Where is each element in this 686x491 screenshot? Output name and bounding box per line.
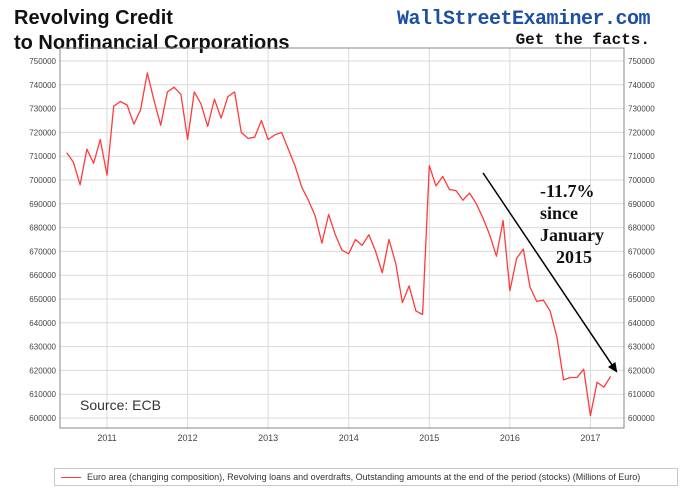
y-tick-label-right: 690000 <box>628 200 655 209</box>
y-tick-label: 690000 <box>29 200 56 209</box>
y-tick-label-right: 680000 <box>628 224 655 233</box>
y-tick-label: 740000 <box>29 81 56 90</box>
y-tick-label: 610000 <box>29 390 56 399</box>
y-tick-label: 720000 <box>29 128 56 137</box>
y-tick-label-right: 650000 <box>628 295 655 304</box>
legend-label: Euro area (changing composition), Revolv… <box>87 472 641 482</box>
y-tick-label: 630000 <box>29 343 56 352</box>
annotation-line-3: January <box>540 225 605 245</box>
y-tick-label-right: 710000 <box>628 152 655 161</box>
y-axis-right: 600000 610000 620000 630000 640000 650000 6600… <box>628 57 655 423</box>
y-tick-label-right: 620000 <box>628 366 655 375</box>
source-note: Source: ECB <box>80 397 161 413</box>
brand-logo: WallStreetExaminer.com Get the facts. <box>396 8 651 49</box>
trend-arrow <box>482 172 618 373</box>
y-tick-label: 710000 <box>29 152 56 161</box>
x-tick-label: 2011 <box>97 433 116 443</box>
series-line <box>66 72 612 417</box>
y-tick-label-right: 660000 <box>628 271 655 280</box>
plot-frame <box>59 47 625 429</box>
x-tick-label: 2012 <box>178 433 198 443</box>
y-tick-label-right: 610000 <box>628 390 655 399</box>
y-tick-label-right: 600000 <box>628 414 655 423</box>
y-tick-label-right: 640000 <box>628 319 655 328</box>
y-tick-label: 670000 <box>29 247 56 256</box>
annotation-line-4: 2015 <box>556 247 592 267</box>
series-group <box>66 72 612 417</box>
annotation-line-2: since <box>540 203 578 223</box>
y-tick-label-right: 630000 <box>628 343 655 352</box>
x-axis: 2011 2012 2013 2014 2015 2016 2017 <box>97 433 600 443</box>
y-tick-label: 600000 <box>29 414 56 423</box>
legend-swatch <box>61 476 81 478</box>
y-tick-label-right: 700000 <box>628 176 655 185</box>
y-tick-label: 680000 <box>29 224 56 233</box>
y-tick-label: 750000 <box>29 57 56 66</box>
annotation-line-1: -11.7% <box>540 181 595 201</box>
x-tick-label: 2015 <box>419 433 439 443</box>
brand-tagline: Get the facts. <box>515 31 650 49</box>
arrow-head <box>608 362 618 373</box>
x-tick-label: 2016 <box>500 433 520 443</box>
y-tick-label: 700000 <box>29 176 56 185</box>
arrow-shaft <box>482 172 614 368</box>
x-tick-label: 2013 <box>258 433 278 443</box>
change-annotation: -11.7% since January 2015 <box>540 180 630 268</box>
y-tick-label-right: 750000 <box>628 57 655 66</box>
y-tick-label-right: 670000 <box>628 247 655 256</box>
y-tick-label-right: 730000 <box>628 105 655 114</box>
x-tick-label: 2014 <box>339 433 359 443</box>
y-tick-label: 620000 <box>29 366 56 375</box>
x-tick-label: 2017 <box>580 433 600 443</box>
y-tick-label: 730000 <box>29 105 56 114</box>
title-line-1: Revolving Credit <box>14 7 173 29</box>
brand-name: WallStreetExaminer.com <box>396 8 651 31</box>
y-tick-label: 650000 <box>29 295 56 304</box>
y-tick-label-right: 720000 <box>628 128 655 137</box>
y-tick-label: 640000 <box>29 319 56 328</box>
legend: Euro area (changing composition), Revolv… <box>54 468 678 486</box>
y-tick-label: 660000 <box>29 271 56 280</box>
gridlines <box>60 48 624 428</box>
y-axis-left: 600000 610000 620000 630000 640000 650000 6600… <box>29 57 56 423</box>
y-tick-label-right: 740000 <box>628 81 655 90</box>
